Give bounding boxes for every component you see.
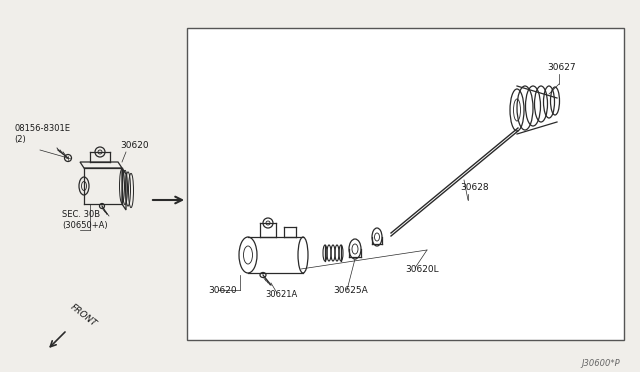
Text: SEC. 30B
(30650+A): SEC. 30B (30650+A) — [62, 210, 108, 230]
Bar — [187, 28, 624, 340]
Text: 30621A: 30621A — [265, 290, 297, 299]
Text: 30625A: 30625A — [333, 286, 368, 295]
Text: 30620: 30620 — [120, 141, 148, 150]
Text: 30627: 30627 — [547, 63, 575, 72]
Text: FRONT: FRONT — [69, 303, 99, 329]
Text: 30628: 30628 — [460, 183, 488, 192]
Text: 08156-8301E
(2): 08156-8301E (2) — [14, 124, 70, 144]
Text: 30620: 30620 — [208, 286, 237, 295]
Text: 30620L: 30620L — [405, 265, 438, 274]
Text: J30600*P: J30600*P — [581, 359, 620, 368]
